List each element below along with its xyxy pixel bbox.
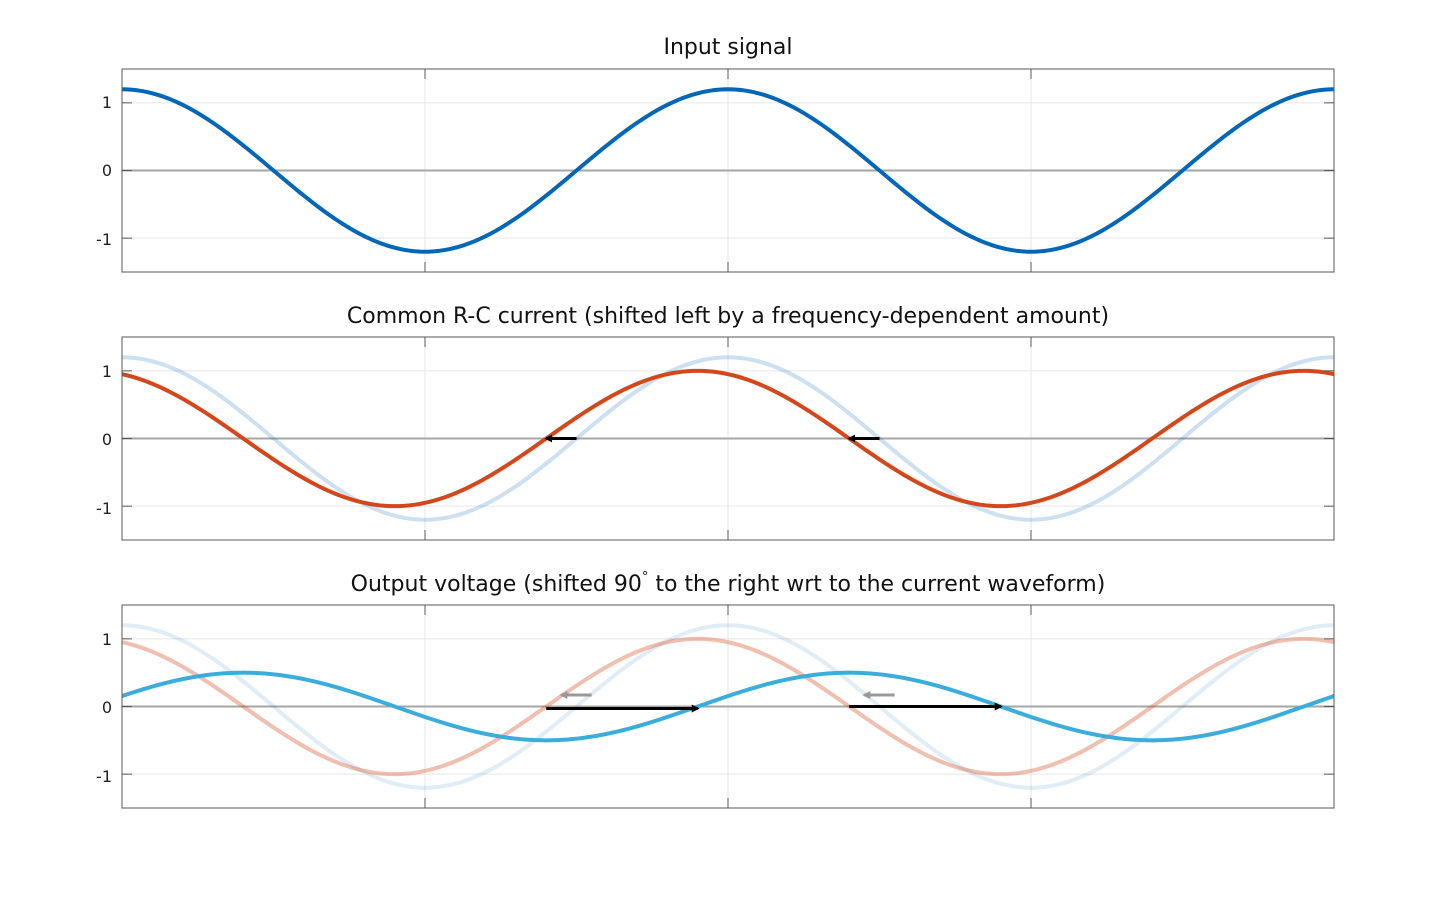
y-tick-label: -1 (96, 230, 112, 249)
series-line-current (121, 636, 1335, 777)
title-part: Output voltage (shifted 90 (351, 572, 642, 597)
panel-input-signal: Input signal 1 0 -1 (96, 35, 1335, 273)
y-tick-label: -1 (96, 767, 112, 786)
plot-area (121, 604, 1335, 809)
y-tick-label: 0 (102, 161, 112, 180)
series-line-output (121, 670, 1335, 743)
y-tick-label: 1 (102, 93, 112, 112)
series-line-current (121, 368, 1335, 509)
series-line-input (121, 355, 1335, 522)
title-part: to the right wrt to the current waveform… (648, 572, 1105, 597)
series-line-input (121, 623, 1335, 790)
degree-sign: ° (642, 570, 649, 585)
panel-rc-current: Common R-C current (shifted left by a fr… (96, 304, 1335, 541)
series-line-input (121, 87, 1335, 254)
y-tick-label: 0 (102, 698, 112, 717)
chart-title: Input signal (663, 35, 792, 60)
plot-area (121, 68, 1335, 273)
panel-output-voltage: Output voltage (shifted 90° to the right… (96, 570, 1335, 809)
y-tick-label: 1 (102, 362, 112, 381)
y-tick-label: 0 (102, 430, 112, 449)
y-tick-label: 1 (102, 630, 112, 649)
chart-title: Output voltage (shifted 90° to the right… (351, 570, 1106, 597)
plot-area (121, 336, 1335, 541)
chart-title: Common R-C current (shifted left by a fr… (347, 304, 1109, 329)
y-tick-label: -1 (96, 499, 112, 518)
